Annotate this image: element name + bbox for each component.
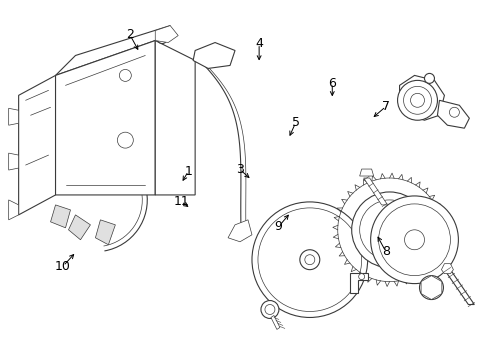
Circle shape [264, 305, 274, 315]
Polygon shape [9, 108, 19, 125]
Text: 7: 7 [381, 100, 389, 113]
Text: 3: 3 [235, 163, 243, 176]
Circle shape [299, 250, 319, 270]
Polygon shape [420, 276, 441, 300]
Text: 11: 11 [173, 195, 188, 208]
Circle shape [117, 132, 133, 148]
Polygon shape [19, 75, 56, 215]
Circle shape [351, 192, 427, 268]
Circle shape [375, 216, 403, 244]
Circle shape [370, 196, 457, 284]
Polygon shape [349, 273, 367, 293]
Polygon shape [50, 205, 70, 228]
Polygon shape [193, 42, 235, 68]
Text: 2: 2 [126, 28, 134, 41]
Circle shape [359, 200, 419, 260]
Polygon shape [155, 26, 178, 42]
Polygon shape [56, 41, 155, 195]
Circle shape [378, 204, 449, 276]
Polygon shape [363, 178, 387, 205]
Circle shape [419, 276, 443, 300]
Polygon shape [437, 100, 468, 128]
Circle shape [424, 280, 438, 294]
Circle shape [448, 107, 458, 117]
Ellipse shape [402, 257, 411, 264]
Text: 9: 9 [274, 220, 282, 233]
Polygon shape [256, 258, 306, 284]
Polygon shape [95, 220, 115, 245]
Text: 5: 5 [291, 116, 299, 129]
Circle shape [358, 274, 364, 280]
Ellipse shape [429, 246, 436, 255]
Polygon shape [321, 257, 350, 307]
Polygon shape [441, 264, 452, 274]
Circle shape [397, 80, 437, 120]
Polygon shape [155, 41, 195, 195]
Circle shape [258, 208, 361, 311]
Polygon shape [399, 75, 444, 120]
Circle shape [424, 73, 433, 84]
Circle shape [403, 86, 430, 114]
Polygon shape [9, 200, 19, 220]
Circle shape [381, 222, 397, 238]
Text: 8: 8 [381, 245, 389, 258]
Polygon shape [281, 268, 321, 313]
Circle shape [119, 69, 131, 81]
Polygon shape [270, 315, 279, 329]
Polygon shape [227, 220, 251, 242]
Circle shape [261, 301, 278, 319]
Ellipse shape [389, 231, 395, 241]
Text: 4: 4 [255, 37, 263, 50]
Circle shape [157, 33, 167, 44]
Polygon shape [444, 270, 473, 305]
Polygon shape [268, 212, 298, 263]
Text: 10: 10 [55, 260, 71, 273]
Text: 1: 1 [184, 165, 192, 177]
Polygon shape [312, 235, 363, 262]
Polygon shape [298, 207, 338, 251]
Circle shape [251, 202, 367, 318]
Text: 6: 6 [327, 77, 336, 90]
Circle shape [410, 93, 424, 107]
Polygon shape [68, 215, 90, 240]
Polygon shape [56, 26, 170, 75]
Circle shape [404, 230, 424, 250]
Polygon shape [359, 169, 373, 176]
Polygon shape [9, 153, 19, 170]
Circle shape [304, 255, 314, 265]
